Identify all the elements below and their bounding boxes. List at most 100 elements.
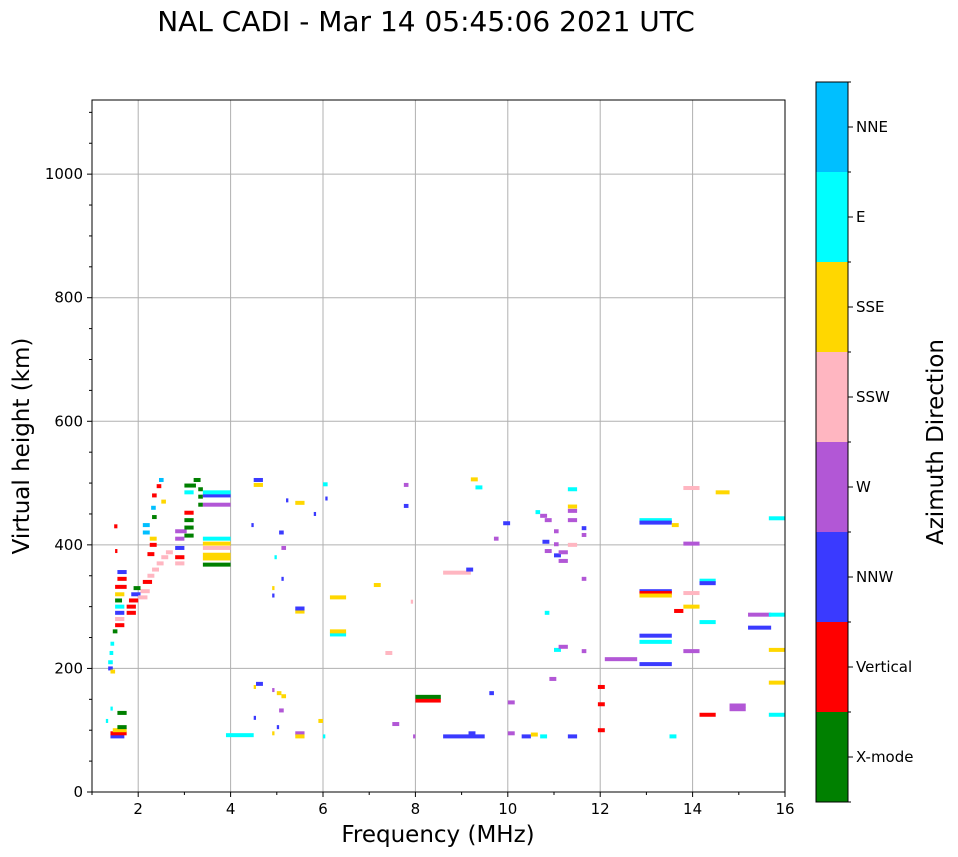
echo-segment <box>329 629 347 634</box>
echo-segment <box>112 728 127 733</box>
echo-segment <box>198 494 203 499</box>
echo-segment <box>674 608 684 613</box>
echo-segment <box>683 649 700 654</box>
echo-segment <box>184 483 196 488</box>
echo-segment <box>110 706 113 711</box>
x-tick-label: 4 <box>226 800 236 818</box>
echo-segment <box>272 593 275 598</box>
echo-segment <box>597 702 605 707</box>
colorbar: X-mode Vertical NNW W SSW SSE E NNE <box>815 81 913 803</box>
y-tick-label: 600 <box>54 412 83 430</box>
colorbar-label: SSE <box>856 298 885 316</box>
echo-segment <box>403 503 409 508</box>
echo-segment <box>295 606 305 611</box>
echo-segment <box>295 734 305 739</box>
echo-segment <box>115 549 118 554</box>
echo-segment <box>117 710 127 715</box>
echo-segment <box>639 633 672 638</box>
echo-segment <box>115 617 125 621</box>
echo-segment <box>142 530 150 535</box>
echo-segment <box>329 595 347 600</box>
x-tick-label: 14 <box>683 800 702 818</box>
colorbar-frame <box>815 81 849 803</box>
echo-segment <box>415 698 441 703</box>
x-axis-title: Frequency (MHz) <box>341 822 534 848</box>
echo-segment <box>108 660 113 665</box>
colorbar-label: NNW <box>856 568 893 586</box>
echo-segment <box>202 536 231 541</box>
echo-segment <box>142 523 150 528</box>
echo-segment <box>604 657 638 662</box>
echo-segment <box>272 731 275 736</box>
echo-segment <box>147 552 155 557</box>
colorbar-swatch <box>816 172 848 262</box>
echo-segment <box>152 493 157 498</box>
echo-segment <box>597 728 605 733</box>
colorbar-label: E <box>856 208 865 226</box>
echo-segment <box>272 586 275 591</box>
colorbar-title: Azimuth Direction <box>923 339 949 545</box>
echo-segment <box>184 533 194 538</box>
echo-segment <box>639 639 672 644</box>
echo-segment <box>279 530 284 535</box>
echo-segment <box>549 676 557 681</box>
echo-segment <box>468 731 476 736</box>
echo-segment <box>115 610 125 615</box>
echo-segment <box>156 561 164 566</box>
echo-segment <box>581 576 587 581</box>
echo-segment <box>544 549 552 554</box>
echo-segment <box>175 529 187 534</box>
colorbar-swatch <box>816 352 848 442</box>
echo-segment <box>699 712 716 717</box>
echo-segment <box>403 482 409 487</box>
echo-segment <box>558 550 568 555</box>
colorbar-swatch <box>816 622 848 712</box>
echo-segment <box>175 545 185 550</box>
colorbar-label: W <box>856 478 871 496</box>
echo-segment <box>715 490 730 495</box>
echo-segment <box>318 718 323 723</box>
colorbar-swatch <box>816 712 848 802</box>
echo-segment <box>558 644 568 649</box>
x-tick-label: 2 <box>133 800 143 818</box>
echo-segment <box>729 703 746 708</box>
echo-segment <box>184 518 194 523</box>
chart-title: NAL CADI - Mar 14 05:45:06 2021 UTC <box>157 5 695 38</box>
echo-segment <box>156 484 162 489</box>
echo-segment <box>768 712 785 717</box>
echo-segment <box>521 734 531 739</box>
plot-area <box>92 100 785 792</box>
x-tick-label: 16 <box>775 800 794 818</box>
echo-segment <box>202 493 231 498</box>
colorbar-label: X-mode <box>856 748 913 766</box>
echo-segment <box>158 477 164 482</box>
echo-segment <box>507 731 515 736</box>
echo-segment <box>475 485 483 490</box>
echo-segment <box>683 604 700 609</box>
echo-segment <box>554 529 559 534</box>
echo-segment <box>373 583 381 588</box>
y-tick-label: 800 <box>54 289 83 307</box>
echo-segment <box>281 545 287 550</box>
echo-segment <box>115 604 125 609</box>
echo-segment <box>699 581 716 586</box>
echo-segment <box>253 477 263 482</box>
echo-segment <box>295 609 305 614</box>
echo-segment <box>413 734 416 739</box>
echo-segment <box>117 725 127 730</box>
echo-segment <box>503 521 511 526</box>
colorbar-label: NNE <box>856 118 888 136</box>
echo-segment <box>470 477 478 482</box>
echo-segment <box>184 525 194 530</box>
echo-segment <box>202 541 231 546</box>
echo-segment <box>567 542 578 547</box>
echo-segment <box>281 576 284 581</box>
echo-segment <box>286 498 289 503</box>
y-tick-label: 200 <box>54 659 83 677</box>
echo-segment <box>115 584 127 589</box>
echo-segment <box>544 518 552 523</box>
echo-segment <box>554 542 559 547</box>
echo-segment <box>193 477 201 482</box>
echo-segment <box>671 523 679 528</box>
echo-segment <box>110 641 115 646</box>
